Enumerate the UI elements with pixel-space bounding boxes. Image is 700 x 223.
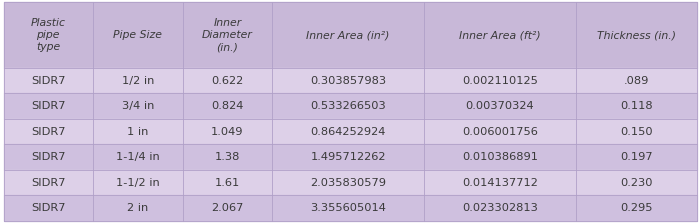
Text: 2 in: 2 in <box>127 203 148 213</box>
Text: SIDR7: SIDR7 <box>31 76 66 86</box>
Bar <box>4 195 696 221</box>
Bar <box>4 119 696 144</box>
Bar <box>4 68 696 93</box>
Text: 1/2 in: 1/2 in <box>122 76 154 86</box>
Text: Inner
Diameter
(in.): Inner Diameter (in.) <box>202 18 253 52</box>
Text: 0.295: 0.295 <box>620 203 652 213</box>
Text: 1.495712262: 1.495712262 <box>310 152 386 162</box>
Text: 1.61: 1.61 <box>215 178 240 188</box>
Text: SIDR7: SIDR7 <box>31 126 66 136</box>
Text: 0.00370324: 0.00370324 <box>466 101 534 111</box>
Text: Plastic
pipe
type: Plastic pipe type <box>31 18 66 52</box>
Text: 1.049: 1.049 <box>211 126 244 136</box>
Bar <box>4 144 696 170</box>
Text: 0.824: 0.824 <box>211 101 244 111</box>
Text: SIDR7: SIDR7 <box>31 101 66 111</box>
Text: 0.864252924: 0.864252924 <box>310 126 386 136</box>
Bar <box>4 93 696 119</box>
Text: 0.197: 0.197 <box>620 152 652 162</box>
Bar <box>4 170 696 195</box>
Text: 3.355605014: 3.355605014 <box>310 203 386 213</box>
Text: 0.010386891: 0.010386891 <box>462 152 538 162</box>
Text: 2.067: 2.067 <box>211 203 244 213</box>
Text: 0.533266503: 0.533266503 <box>310 101 386 111</box>
Text: 2.035830579: 2.035830579 <box>310 178 386 188</box>
Text: 0.023302813: 0.023302813 <box>462 203 538 213</box>
Text: 0.014137712: 0.014137712 <box>462 178 538 188</box>
Bar <box>4 2 696 68</box>
Text: Thickness (in.): Thickness (in.) <box>596 30 676 40</box>
Text: 0.622: 0.622 <box>211 76 244 86</box>
Text: SIDR7: SIDR7 <box>31 203 66 213</box>
Text: 3/4 in: 3/4 in <box>122 101 154 111</box>
Text: 0.118: 0.118 <box>620 101 652 111</box>
Text: .089: .089 <box>624 76 649 86</box>
Text: 1 in: 1 in <box>127 126 148 136</box>
Text: 1.38: 1.38 <box>215 152 240 162</box>
Text: 0.303857983: 0.303857983 <box>310 76 386 86</box>
Text: Inner Area (in²): Inner Area (in²) <box>307 30 390 40</box>
Text: SIDR7: SIDR7 <box>31 152 66 162</box>
Text: 1-1/2 in: 1-1/2 in <box>116 178 160 188</box>
Text: Inner Area (ft²): Inner Area (ft²) <box>459 30 540 40</box>
Text: SIDR7: SIDR7 <box>31 178 66 188</box>
Text: Pipe Size: Pipe Size <box>113 30 162 40</box>
Text: 0.002110125: 0.002110125 <box>462 76 538 86</box>
Text: 0.230: 0.230 <box>620 178 652 188</box>
Text: 0.006001756: 0.006001756 <box>462 126 538 136</box>
Text: 0.150: 0.150 <box>620 126 652 136</box>
Text: 1-1/4 in: 1-1/4 in <box>116 152 160 162</box>
